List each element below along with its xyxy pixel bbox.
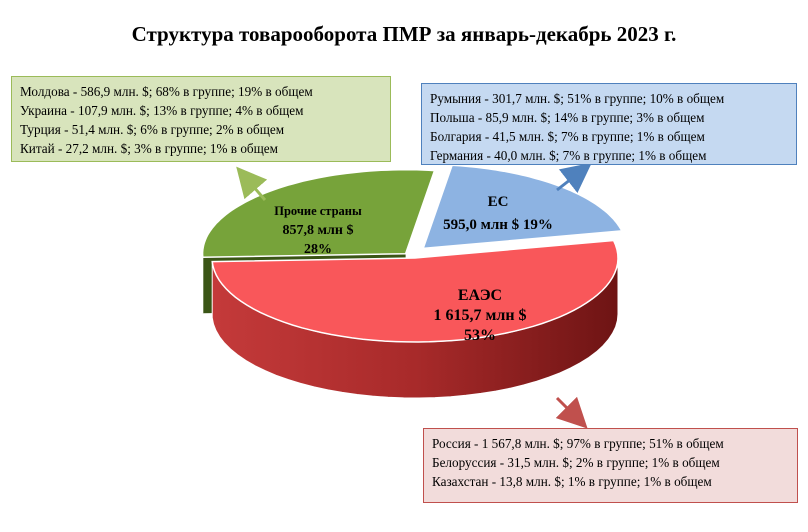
callout-eaes-line: Казахстан - 13,8 млн. $; 1% в группе; 1%… bbox=[432, 474, 712, 489]
pie-slice-eu bbox=[422, 164, 623, 250]
callout-eu-line: Румыния - 301,7 млн. $; 51% в группе; 10… bbox=[430, 91, 725, 106]
arrow-other bbox=[236, 166, 268, 201]
slice-label-value_label: 857,8 млн $ bbox=[283, 223, 354, 238]
callout-other-line: Китай - 27,2 млн. $; 3% в группе; 1% в о… bbox=[20, 141, 278, 156]
slice-label-percent_label: 28% bbox=[304, 242, 332, 257]
callout-eu-line: Болгария - 41,5 млн. $; 7% в группе; 1% … bbox=[430, 129, 705, 144]
slice-label-value_label: 1 615,7 млн $ bbox=[433, 307, 526, 324]
callout-other-line: Молдова - 586,9 млн. $; 68% в группе; 19… bbox=[20, 84, 313, 99]
chart-title: Структура товарооборота ПМР за январь-де… bbox=[131, 22, 677, 46]
pie-slice-eaes bbox=[211, 239, 619, 343]
slice-label-name: ЕС bbox=[488, 194, 509, 210]
slice-label-percent_label: 53% bbox=[464, 327, 496, 344]
callout-other: Молдова - 586,9 млн. $; 68% в группе; 19… bbox=[11, 76, 391, 162]
callout-eu-line: Польша - 85,9 млн. $; 14% в группе; 3% в… bbox=[430, 110, 705, 125]
callout-other-line: Украина - 107,9 млн. $; 13% в группе; 4%… bbox=[20, 103, 304, 118]
callout-eaes-line: Белоруссия - 31,5 млн. $; 2% в группе; 1… bbox=[432, 455, 720, 470]
callout-eu: Румыния - 301,7 млн. $; 51% в группе; 10… bbox=[421, 83, 797, 165]
callout-other-line: Турция - 51,4 млн. $; 6% в группе; 2% в … bbox=[20, 122, 285, 137]
callout-eaes: Россия - 1 567,8 млн. $; 97% в группе; 5… bbox=[423, 428, 798, 503]
pie-slice-other bbox=[201, 168, 436, 259]
arrow-eaes bbox=[555, 396, 588, 429]
slice-label-name: Прочие страны bbox=[274, 204, 362, 218]
slice-label-value: 595,0 млн $ 19% bbox=[443, 217, 553, 233]
slice-label-name: ЕАЭС bbox=[458, 287, 502, 304]
arrow-eu bbox=[556, 162, 592, 194]
callout-eaes-line: Россия - 1 567,8 млн. $; 97% в группе; 5… bbox=[432, 436, 724, 451]
callout-eu-line: Германия - 40,0 млн. $; 7% в группе; 1% … bbox=[430, 148, 707, 163]
